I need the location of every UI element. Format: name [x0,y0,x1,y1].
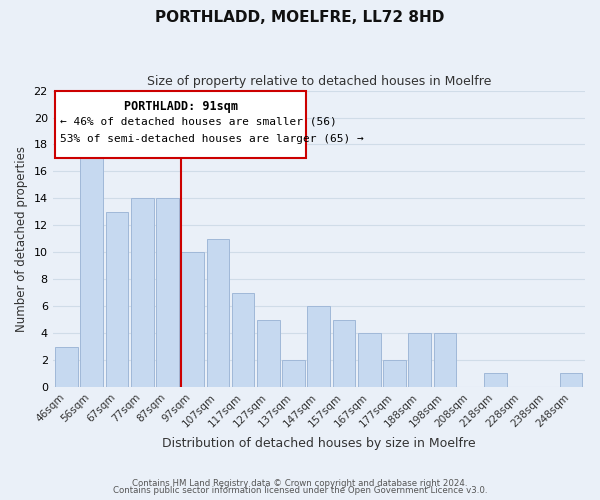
Text: Contains public sector information licensed under the Open Government Licence v3: Contains public sector information licen… [113,486,487,495]
Bar [282,360,305,387]
Y-axis label: Number of detached properties: Number of detached properties [15,146,28,332]
Bar [106,212,128,387]
Bar [409,333,431,387]
Bar [206,239,229,387]
Bar [55,346,78,387]
X-axis label: Distribution of detached houses by size in Moelfre: Distribution of detached houses by size … [162,437,476,450]
Text: PORTHLADD, MOELFRE, LL72 8HD: PORTHLADD, MOELFRE, LL72 8HD [155,10,445,25]
Bar [560,374,583,387]
Bar [434,333,457,387]
Bar [257,320,280,387]
Bar [232,292,254,387]
Text: 53% of semi-detached houses are larger (65) →: 53% of semi-detached houses are larger (… [60,134,364,143]
Text: Contains HM Land Registry data © Crown copyright and database right 2024.: Contains HM Land Registry data © Crown c… [132,478,468,488]
Bar [333,320,355,387]
Bar [131,198,154,387]
Bar [484,374,507,387]
Bar [383,360,406,387]
Bar [181,252,204,387]
Text: PORTHLADD: 91sqm: PORTHLADD: 91sqm [124,100,238,113]
Title: Size of property relative to detached houses in Moelfre: Size of property relative to detached ho… [146,75,491,88]
FancyBboxPatch shape [55,90,306,158]
Bar [307,306,330,387]
Bar [156,198,179,387]
Bar [80,144,103,387]
Bar [358,333,380,387]
Text: ← 46% of detached houses are smaller (56): ← 46% of detached houses are smaller (56… [60,116,337,126]
